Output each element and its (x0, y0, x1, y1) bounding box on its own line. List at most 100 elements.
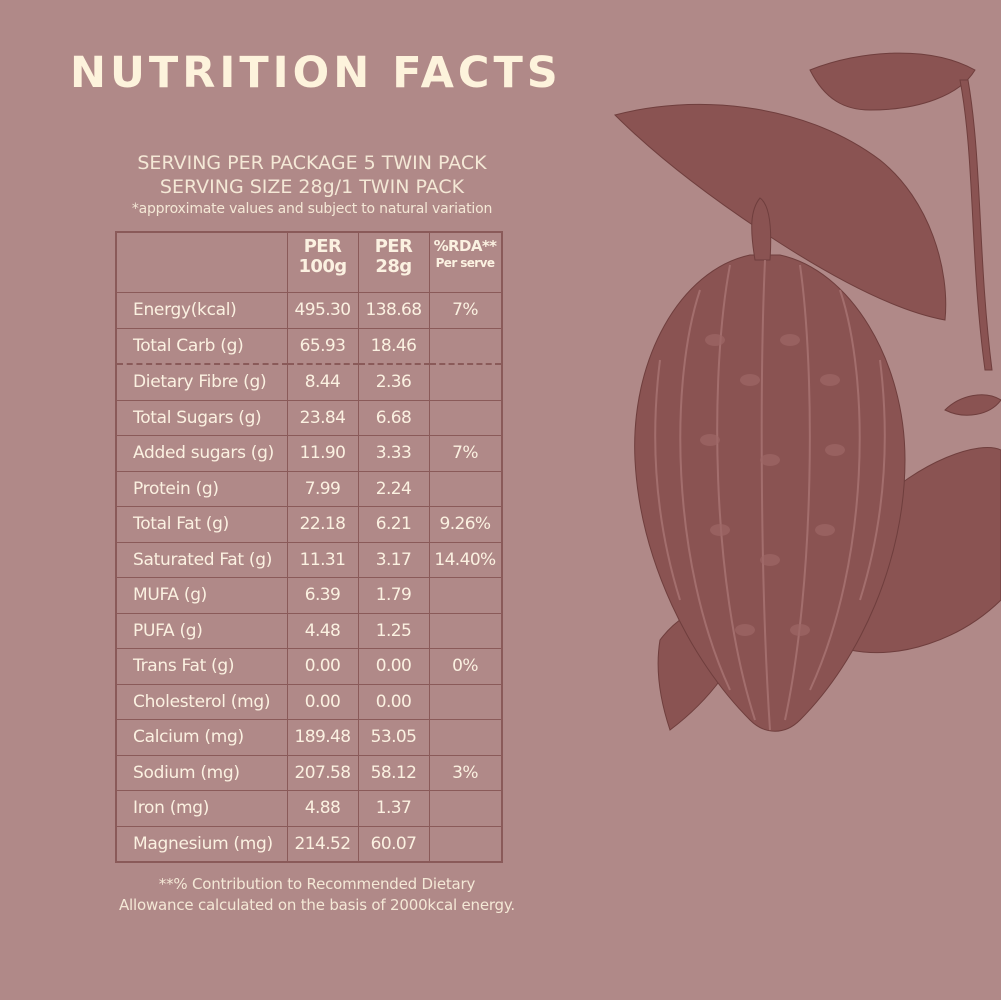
value-rda: 0% (428, 648, 502, 685)
value-per-100g: 22.18 (286, 506, 359, 543)
page-title: NUTRITION FACTS (70, 48, 562, 98)
value-per-100g: 7.99 (286, 470, 359, 507)
table-row: Magnesium (mg) 214.52 60.07 (115, 825, 502, 863)
value-per-100g: 23.84 (286, 399, 359, 436)
value-per-28g: 6.21 (357, 506, 430, 543)
nutrient-name: Saturated Fat (g) (115, 541, 288, 578)
value-rda: 7% (428, 435, 502, 472)
nutrient-name: Sodium (mg) (115, 754, 288, 791)
header-nutrient (115, 231, 288, 293)
header-rda-line2: Per serve (435, 256, 495, 270)
value-per-28g: 1.37 (357, 790, 430, 827)
value-per-100g: 8.44 (286, 363, 359, 401)
value-per-100g: 0.00 (286, 683, 359, 720)
value-per-28g: 60.07 (357, 825, 430, 863)
value-rda (428, 327, 502, 365)
value-per-28g: 58.12 (357, 754, 430, 791)
value-rda (428, 470, 502, 507)
table-row: Calcium (mg) 189.48 53.05 (115, 719, 502, 756)
footnote-line2: Allowance calculated on the basis of 200… (119, 896, 515, 914)
header-rda-line1: %RDA** (433, 237, 497, 255)
table-row: Saturated Fat (g) 11.31 3.17 14.40% (115, 541, 502, 578)
nutrient-name: Dietary Fibre (g) (115, 363, 288, 401)
cacao-pod-icon (614, 52, 1001, 732)
table-row: Total Carb (g) 65.93 18.46 (115, 327, 502, 365)
value-per-28g: 3.17 (357, 541, 430, 578)
value-rda (428, 683, 502, 720)
nutrient-name: Cholesterol (mg) (115, 683, 288, 720)
value-per-28g: 18.46 (357, 327, 430, 365)
value-per-100g: 0.00 (286, 648, 359, 685)
value-per-28g: 2.24 (357, 470, 430, 507)
header-rda: %RDA** Per serve (428, 231, 502, 293)
value-rda (428, 577, 502, 614)
nutrient-name: Total Sugars (g) (115, 399, 288, 436)
nutrient-name: Magnesium (mg) (115, 825, 288, 863)
nutrient-name: Trans Fat (g) (115, 648, 288, 685)
nutrient-name: Total Fat (g) (115, 506, 288, 543)
value-rda (428, 719, 502, 756)
value-rda (428, 612, 502, 649)
value-rda: 14.40% (428, 541, 502, 578)
value-per-100g: 189.48 (286, 719, 359, 756)
value-per-28g: 0.00 (357, 648, 430, 685)
value-per-100g: 11.31 (286, 541, 359, 578)
table-row: Dietary Fibre (g) 8.44 2.36 (115, 363, 502, 401)
nutrient-name: Protein (g) (115, 470, 288, 507)
serving-per-package: SERVING PER PACKAGE 5 TWIN PACK (137, 152, 487, 174)
nutrient-name: Energy(kcal) (115, 292, 288, 329)
value-rda: 3% (428, 754, 502, 791)
footnote-line1: **% Contribution to Recommended Dietary (158, 875, 476, 893)
approximate-note: *approximate values and subject to natur… (131, 201, 493, 217)
value-per-100g: 11.90 (286, 435, 359, 472)
header-per-28g-line1: PER (374, 236, 413, 257)
rda-footnote: **% Contribution to Recommended Dietary … (80, 874, 554, 916)
nutrient-name: PUFA (g) (115, 612, 288, 649)
header-per-28g: PER 28g (357, 231, 430, 293)
header-per-100g-line1: PER (303, 236, 342, 257)
value-per-28g: 1.79 (357, 577, 430, 614)
nutrient-name: MUFA (g) (115, 577, 288, 614)
table-row: MUFA (g) 6.39 1.79 (115, 577, 502, 614)
table-row: Trans Fat (g) 0.00 0.00 0% (115, 648, 502, 685)
value-rda (428, 790, 502, 827)
header-per-100g-line2: 100g (298, 256, 347, 277)
nutrient-name: Total Carb (g) (115, 327, 288, 365)
table-row: Total Fat (g) 22.18 6.21 9.26% (115, 506, 502, 543)
value-per-28g: 53.05 (357, 719, 430, 756)
value-rda (428, 363, 502, 401)
table-body: Energy(kcal) 495.30 138.68 7% Total Carb (g)… (115, 292, 502, 863)
value-per-100g: 495.30 (286, 292, 359, 329)
value-per-28g: 138.68 (357, 292, 430, 329)
value-rda (428, 825, 502, 863)
value-per-28g: 3.33 (357, 435, 430, 472)
value-per-100g: 6.39 (286, 577, 359, 614)
value-per-100g: 65.93 (286, 327, 359, 365)
table-header-row: PER 100g PER 28g %RDA** Per serve (115, 231, 502, 293)
value-rda: 9.26% (428, 506, 502, 543)
value-per-100g: 4.48 (286, 612, 359, 649)
table-row: Energy(kcal) 495.30 138.68 7% (115, 292, 502, 329)
value-rda (428, 399, 502, 436)
nutrient-name: Iron (mg) (115, 790, 288, 827)
nutrition-table: PER 100g PER 28g %RDA** Per serve Energy… (115, 231, 503, 863)
value-per-28g: 6.68 (357, 399, 430, 436)
value-per-100g: 207.58 (286, 754, 359, 791)
nutrient-name: Added sugars (g) (115, 435, 288, 472)
table-row: Total Sugars (g) 23.84 6.68 (115, 399, 502, 436)
table-row: Added sugars (g) 11.90 3.33 7% (115, 435, 502, 472)
nutrient-name: Calcium (mg) (115, 719, 288, 756)
value-per-28g: 0.00 (357, 683, 430, 720)
header-per-28g-line2: 28g (375, 256, 412, 277)
table-row: Protein (g) 7.99 2.24 (115, 470, 502, 507)
table-row: Sodium (mg) 207.58 58.12 3% (115, 754, 502, 791)
header-per-100g: PER 100g (286, 231, 359, 293)
table-row: Iron (mg) 4.88 1.37 (115, 790, 502, 827)
value-per-100g: 4.88 (286, 790, 359, 827)
value-per-28g: 1.25 (357, 612, 430, 649)
serving-size: SERVING SIZE 28g/1 TWIN PACK (159, 176, 465, 198)
value-per-28g: 2.36 (357, 363, 430, 401)
table-row: PUFA (g) 4.48 1.25 (115, 612, 502, 649)
serving-info: SERVING PER PACKAGE 5 TWIN PACK SERVING … (108, 151, 516, 219)
table-row: Cholesterol (mg) 0.00 0.00 (115, 683, 502, 720)
